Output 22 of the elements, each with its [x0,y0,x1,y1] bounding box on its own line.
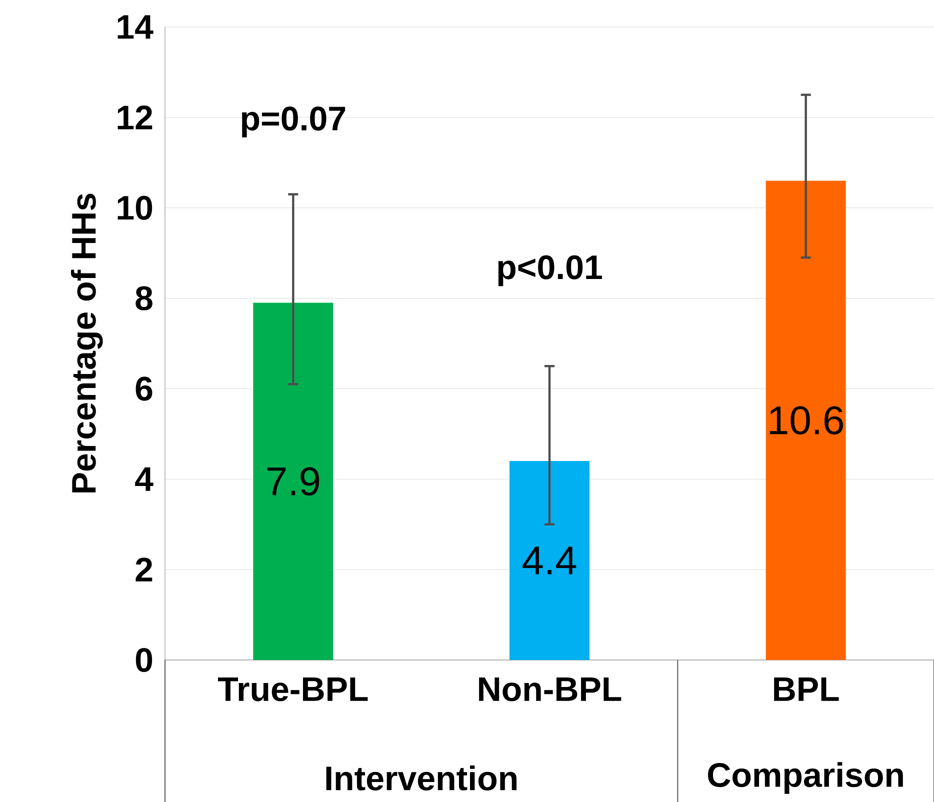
y-tick-label: 14 [118,15,154,39]
text: Intervention [326,766,517,790]
y-axis-title: Percentage of HHs [70,194,103,492]
data-label: 4.4 [522,546,576,574]
data-label: 7.9 [267,467,320,496]
x-tick-label: Non-BPL [479,678,622,702]
bar [510,461,590,660]
y-tick-label: 2 [136,558,152,582]
y-tick-label: 6 [136,376,152,401]
x-tick-label: BPL [774,678,839,701]
y-tick-label: 0 [136,648,152,672]
y-tick-label: 12 [118,106,152,130]
data-label: 10.6 [770,406,843,435]
text: Comparison [708,762,903,794]
annotation: p<0.01 [498,255,602,286]
bar [766,180,846,660]
y-tick-label: 10 [118,196,152,220]
y-tick-label: 4 [135,467,154,491]
annotation: p=0.07 [242,106,346,138]
y-tick-label: 8 [136,286,152,310]
bar [253,302,334,660]
x-tick-label: True-BPL [218,678,368,702]
